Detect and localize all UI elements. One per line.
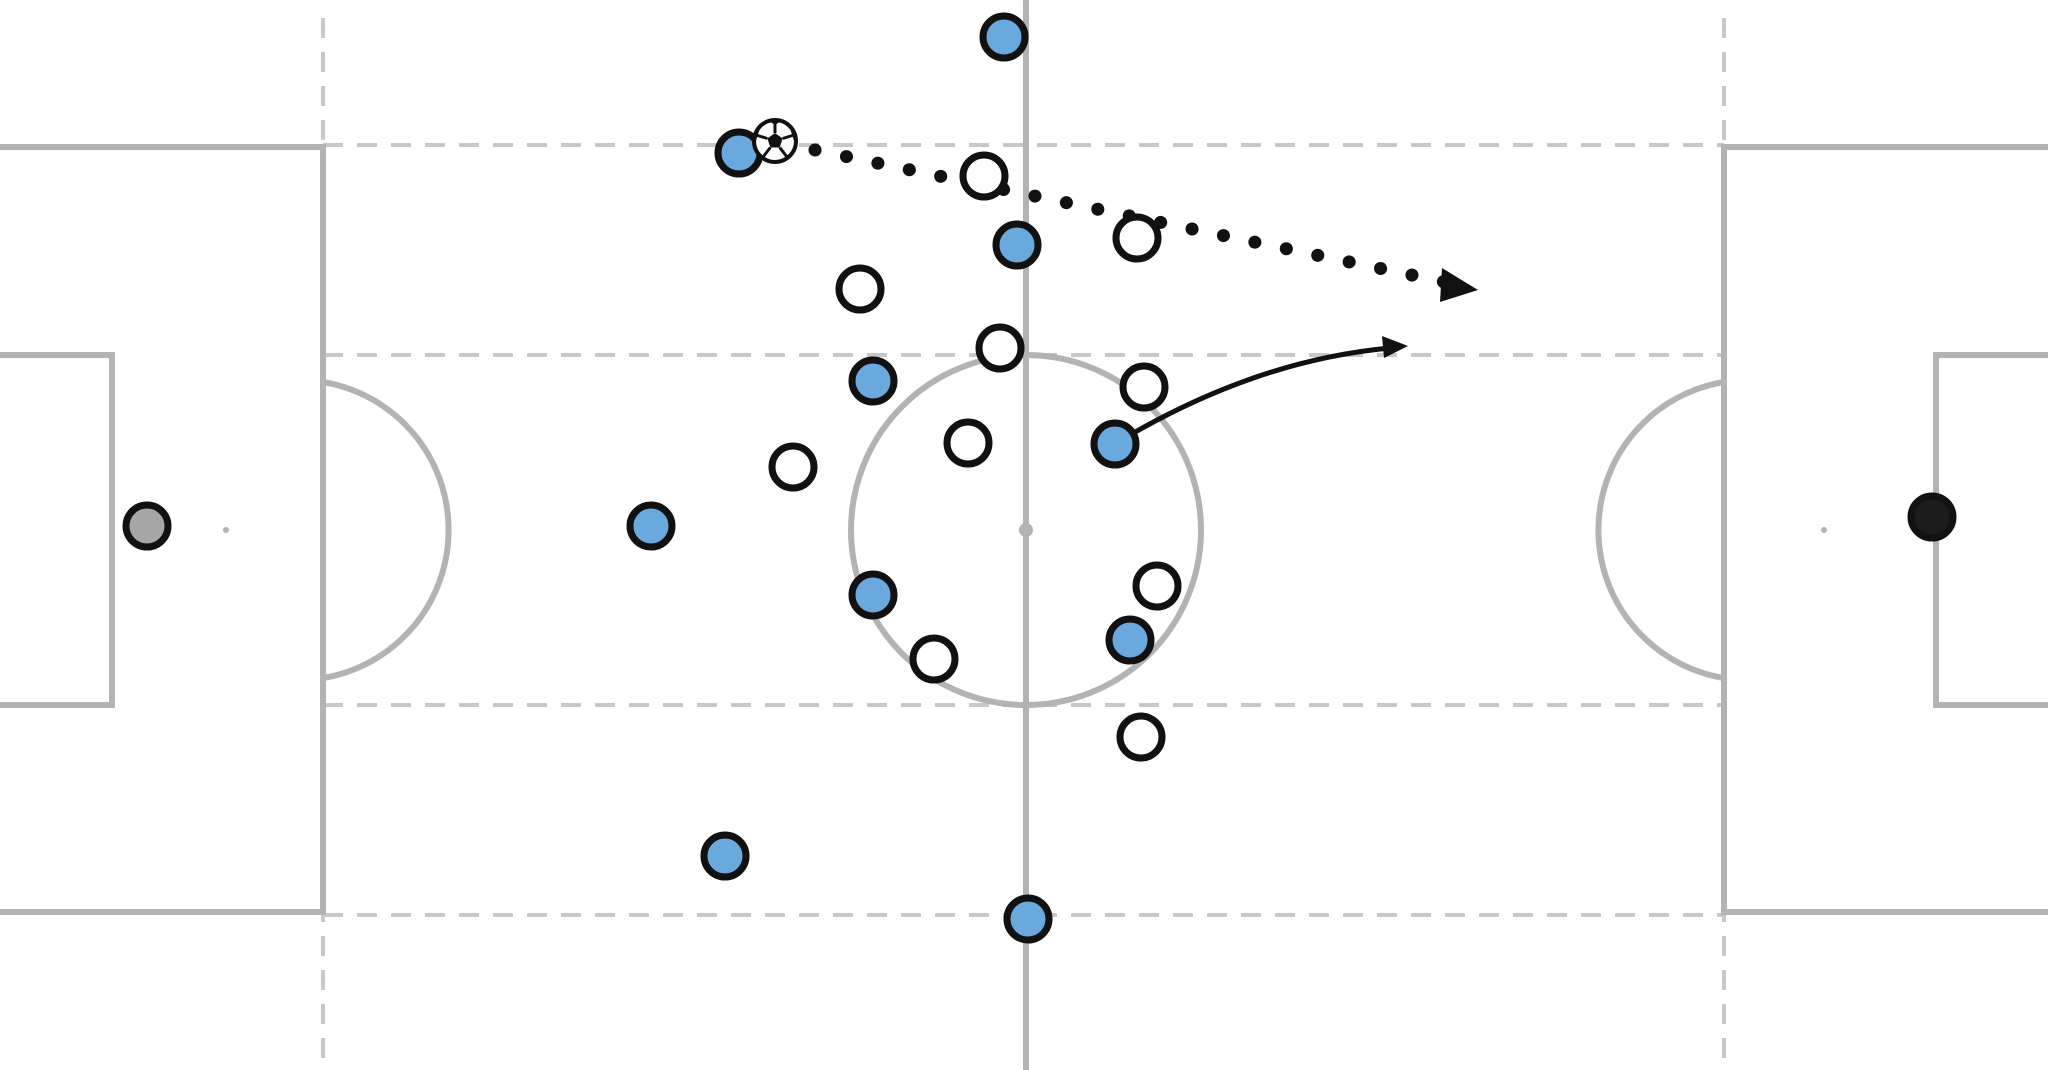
blue-player: [848, 570, 898, 620]
right-goal-area: [1933, 352, 2048, 708]
goalkeeper-right: [1907, 492, 1957, 542]
blue-player: [1003, 894, 1053, 944]
centre-spot: [1019, 523, 1033, 537]
blue-player: [700, 831, 750, 881]
right-penalty-arc: [1595, 379, 1725, 681]
left-penalty-arc: [322, 379, 452, 681]
right-penalty-box: [1721, 144, 2048, 915]
blue-team: [626, 12, 1155, 944]
white-player: [1119, 362, 1169, 412]
centre-circle: [848, 352, 1204, 708]
white-player: [943, 418, 993, 468]
white-player: [768, 442, 818, 492]
soccer-ball-icon: [752, 118, 798, 164]
white-player: [835, 264, 885, 314]
blue-player: [1105, 615, 1155, 665]
goalkeeper-left: [122, 501, 172, 551]
white-player: [1132, 561, 1182, 611]
blue-player: [992, 220, 1042, 270]
left-penalty-spot: [223, 527, 229, 533]
blue-player: [626, 501, 676, 551]
run-arrow: [1128, 345, 1391, 438]
white-player: [975, 323, 1025, 373]
run-arrowhead: [1382, 336, 1408, 358]
right-penalty-spot: [1821, 527, 1827, 533]
white-player: [1116, 712, 1166, 762]
white-player: [1112, 213, 1162, 263]
pass-arrowhead: [1440, 268, 1478, 302]
white-player: [959, 151, 1009, 201]
white-team: [768, 151, 1182, 762]
blue-player: [848, 356, 898, 406]
white-player: [909, 634, 959, 684]
blue-player: [1090, 419, 1140, 469]
left-penalty-box: [0, 144, 326, 915]
blue-player: [979, 12, 1029, 62]
left-goal-area: [0, 352, 115, 708]
